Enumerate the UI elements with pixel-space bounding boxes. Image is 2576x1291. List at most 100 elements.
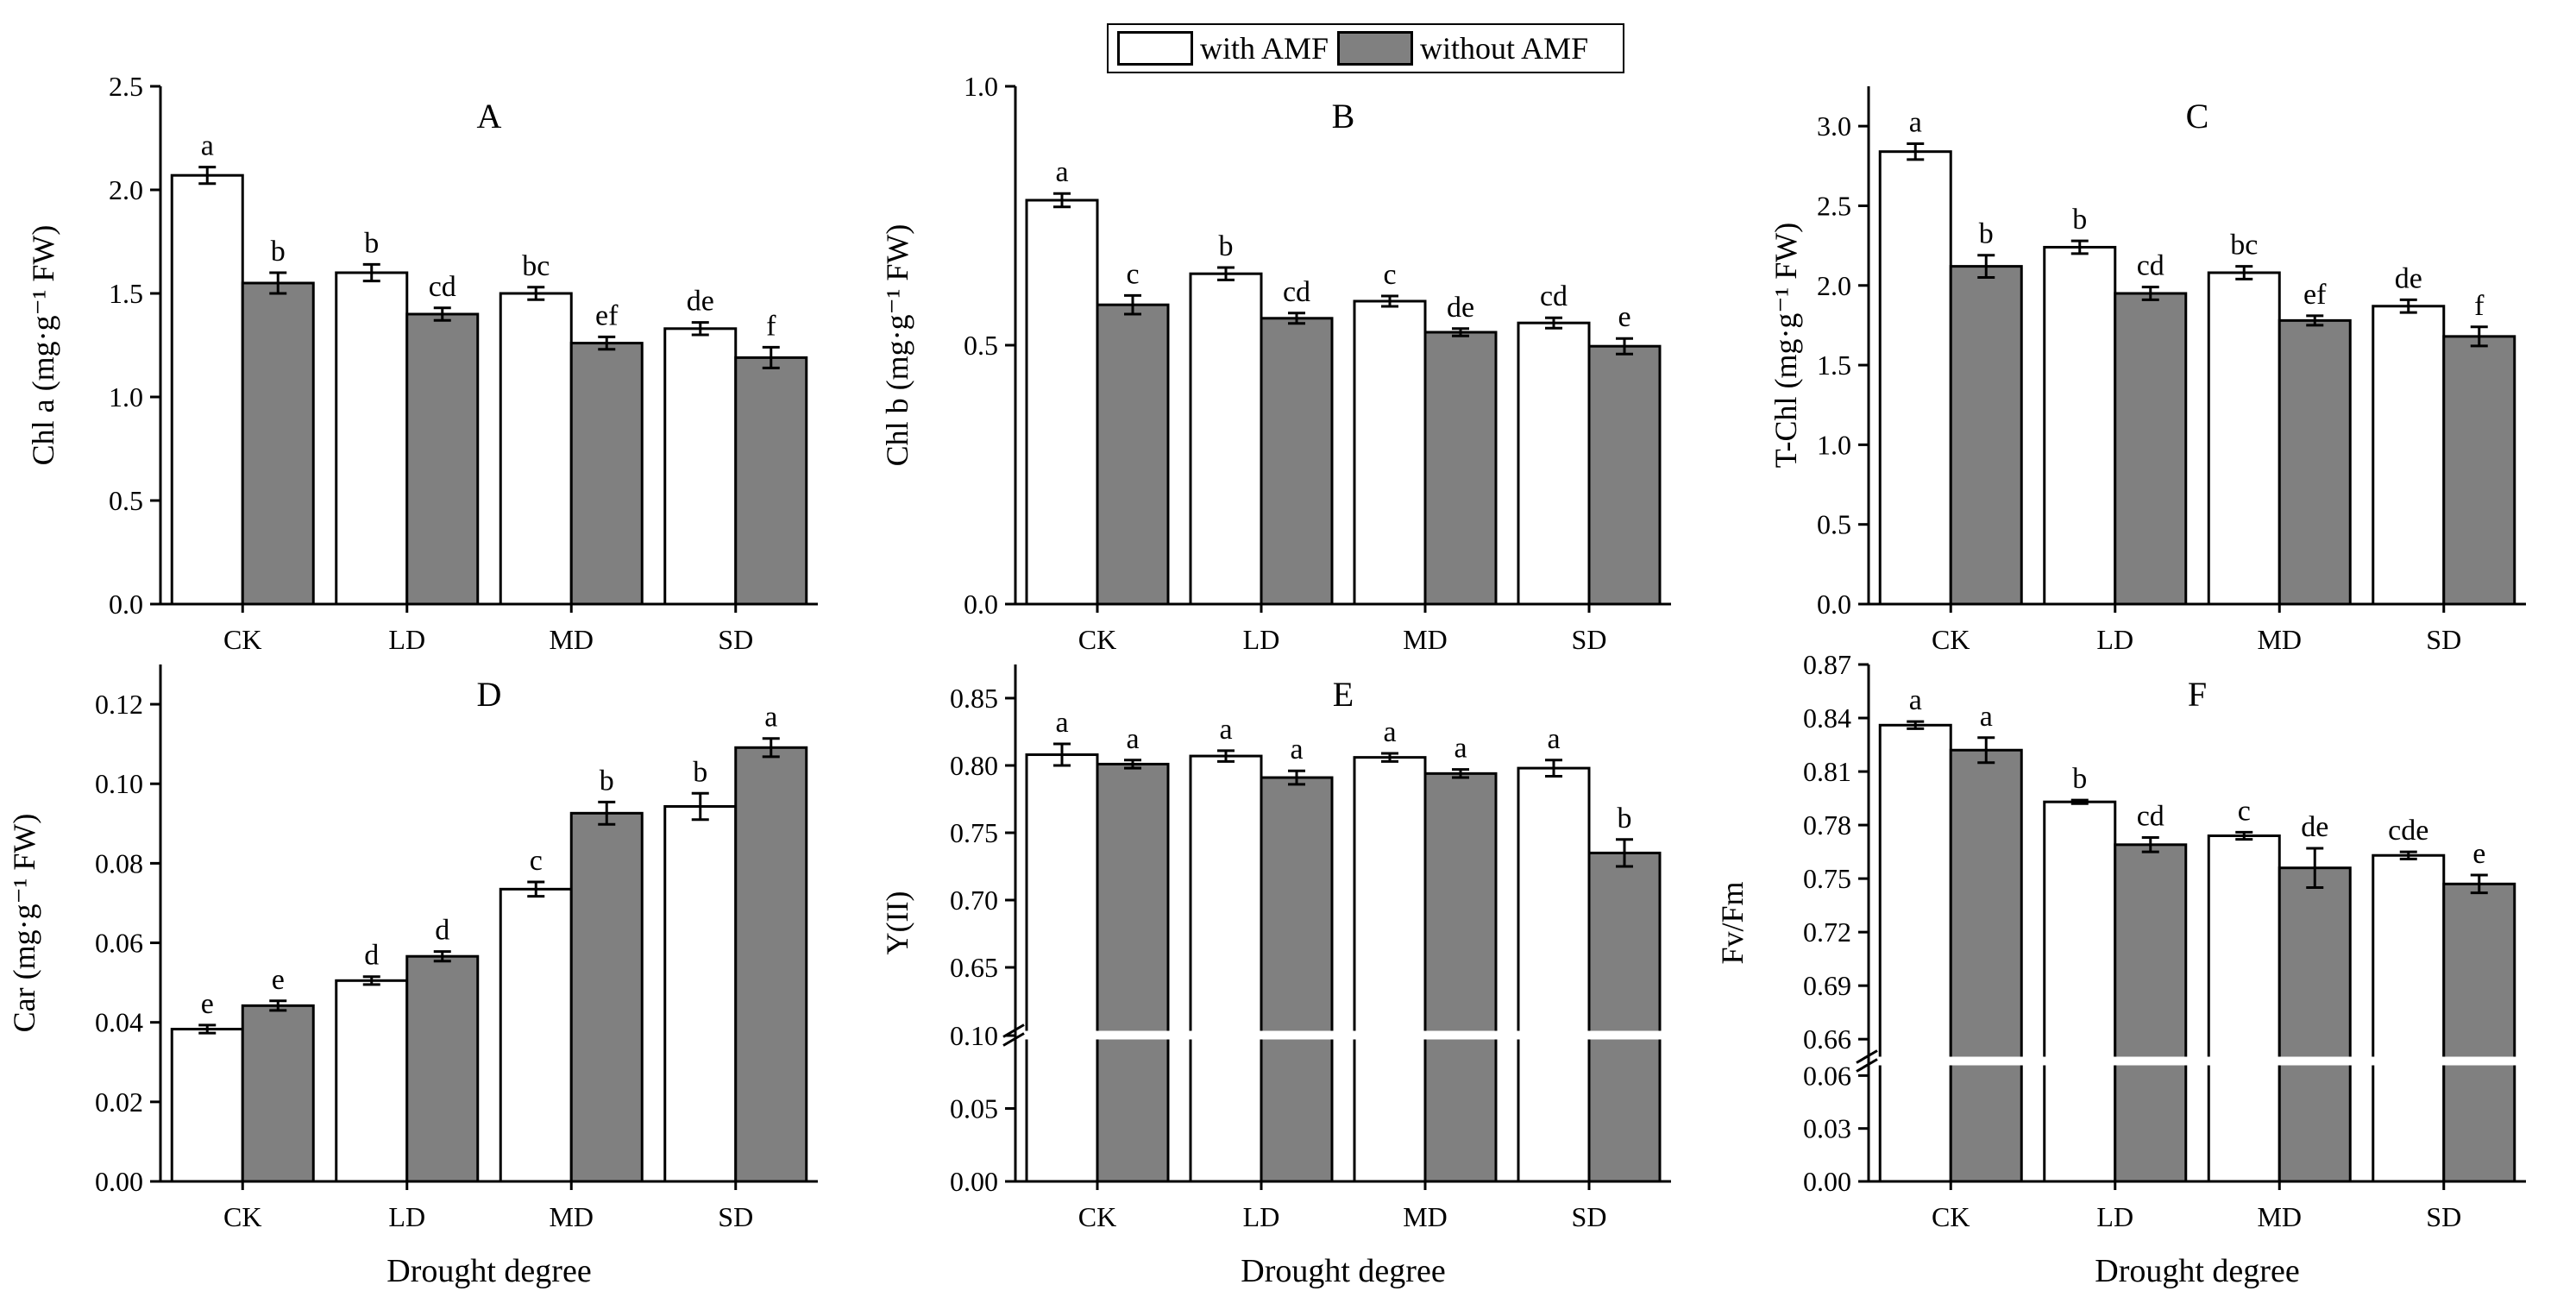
significance-letter: de <box>1447 292 1474 324</box>
bar-a-without-amf-md <box>569 342 644 606</box>
y-tick-label: 0.5 <box>964 330 998 361</box>
significance-letter: a <box>1290 734 1303 765</box>
x-tick-label: LD <box>1243 624 1280 655</box>
bar-a-with-amf-ck <box>170 173 244 606</box>
significance-letter: c <box>2238 795 2251 827</box>
legend-item-without-amf: without AMF <box>1337 30 1588 66</box>
y-tick-label: 0.75 <box>1803 863 1851 894</box>
bar-d-with-amf-md <box>499 887 573 1183</box>
y-tick-label: 0.12 <box>95 689 143 720</box>
x-tick-label: LD <box>2096 624 2133 655</box>
bar-f-with-amf-md <box>2207 834 2281 1183</box>
y-axis-label: Car (mg·g⁻¹ FW) <box>7 814 41 1033</box>
bar-d-with-amf-ld <box>335 979 409 1183</box>
y-tick-label: 0.10 <box>95 768 143 799</box>
y-tick-label: 0.0 <box>964 589 998 620</box>
axis-break-mark <box>1856 1049 1878 1064</box>
significance-letter: cd <box>2137 250 2164 282</box>
x-tick-label: LD <box>1243 1201 1280 1232</box>
panel-label: D <box>477 675 502 714</box>
bar-e-without-amf-md <box>1423 771 1498 1183</box>
y-tick-label: 0.04 <box>95 1007 143 1038</box>
panel-label: C <box>2186 97 2209 135</box>
y-tick-label: 1.0 <box>1817 429 1851 460</box>
significance-letter: de <box>687 286 714 318</box>
significance-letter: de <box>2395 262 2422 294</box>
significance-letter: e <box>272 964 285 996</box>
significance-letter: cd <box>2137 801 2164 833</box>
chart-panel-c: a b bc de b cd ef f 0.0 0.5 1.0 1.5 2.0 2.5 3.0 CK LD MD S… <box>1769 86 2526 655</box>
chart-panel-e: a a a a a a a b 0.00 0.05 0.10 0.65 0.70 0.75 0.80 0.85… <box>880 664 1673 1289</box>
significance-letter: ef <box>595 299 619 331</box>
significance-letter: bc <box>2230 230 2258 261</box>
bar-b-without-amf-ck <box>1096 303 1170 606</box>
y-tick-label: 1.5 <box>109 278 143 309</box>
x-tick-label: MD <box>1403 1201 1448 1232</box>
x-tick-label: MD <box>2257 1201 2302 1232</box>
panel-label: B <box>1332 97 1355 135</box>
x-tick-label: CK <box>1078 624 1116 655</box>
significance-letter: f <box>766 310 776 342</box>
x-tick-label: SD <box>718 624 753 655</box>
bar-a-with-amf-ld <box>335 271 409 606</box>
legend: with AMF without AMF <box>1107 23 1624 73</box>
x-axis-label: Drought degree <box>2095 1253 2299 1289</box>
significance-letter: a <box>201 130 214 162</box>
significance-letter: a <box>1980 701 1993 733</box>
y-tick-label: 0.78 <box>1803 809 1851 841</box>
significance-letter: f <box>2474 290 2485 322</box>
y-tick-label: 2.5 <box>1817 190 1851 221</box>
y-tick-label: 0.65 <box>950 952 998 983</box>
y-tick-label: 0.85 <box>950 683 998 714</box>
significance-letter: b <box>2072 763 2087 795</box>
y-tick-label: 0.5 <box>109 485 143 516</box>
y-axis-label: Fv/Fm <box>1715 881 1750 964</box>
bar-d-without-amf-ld <box>405 954 480 1183</box>
legend-swatch-without-amf <box>1337 31 1414 66</box>
significance-letter: a <box>1454 733 1467 765</box>
y-tick-label: 0.87 <box>1803 649 1851 680</box>
y-tick-label: 0.72 <box>1803 916 1851 948</box>
significance-letter: cde <box>2388 815 2428 847</box>
significance-letter: b <box>2072 204 2087 236</box>
chart-panel-b: a b c cd c cd de e 0.0 0.5 1.0 CK LD MD SD B Chl b (mg·g… <box>880 71 1671 655</box>
legend-item-with-amf: with AMF <box>1117 30 1329 66</box>
x-tick-label: MD <box>549 624 594 655</box>
legend-label-without-amf: without AMF <box>1420 31 1589 66</box>
bar-b-without-amf-md <box>1423 331 1498 606</box>
axis-break-gap <box>1867 1056 2528 1066</box>
bar-f-without-amf-ck <box>1949 748 2023 1183</box>
bar-d-with-amf-sd <box>663 804 738 1183</box>
x-tick-label: SD <box>1572 1201 1607 1232</box>
bar-f-without-amf-md <box>2278 866 2352 1183</box>
bar-a-with-amf-sd <box>663 327 738 606</box>
significance-letter: b <box>693 756 707 788</box>
x-tick-label: MD <box>549 1201 594 1232</box>
y-tick-label: 0.00 <box>950 1166 998 1197</box>
y-tick-label: 2.0 <box>1817 270 1851 301</box>
y-tick-label: 3.0 <box>1817 110 1851 142</box>
y-tick-label: 2.0 <box>109 174 143 205</box>
significance-letter: ef <box>2303 279 2327 311</box>
x-tick-label: LD <box>2096 1201 2133 1232</box>
legend-label-with-amf: with AMF <box>1200 31 1329 66</box>
significance-letter: d <box>364 940 379 972</box>
significance-letter: cd <box>1540 280 1568 312</box>
bar-e-without-amf-ck <box>1096 762 1170 1183</box>
bar-c-with-amf-ld <box>2043 245 2117 606</box>
bar-e-with-amf-ck <box>1025 753 1099 1183</box>
significance-letter: b <box>1219 230 1234 262</box>
bar-d-without-amf-ck <box>241 1004 315 1183</box>
significance-letter: b <box>364 227 379 259</box>
bar-c-without-amf-sd <box>2442 335 2516 606</box>
bar-b-without-amf-ld <box>1260 317 1334 606</box>
significance-letter: b <box>271 236 286 268</box>
x-tick-label: LD <box>388 1201 425 1232</box>
significance-letter: a <box>1909 106 1922 138</box>
legend-swatch-with-amf <box>1117 31 1193 66</box>
chart-panel-a: a b bc de b cd ef f 0.0 0.5 1.0 1.5 2.0 2.5 CK LD MD SD A C… <box>26 71 818 655</box>
y-tick-label: 2.5 <box>109 71 143 102</box>
y-tick-label: 0.00 <box>95 1166 143 1197</box>
significance-letter: a <box>1547 723 1560 755</box>
